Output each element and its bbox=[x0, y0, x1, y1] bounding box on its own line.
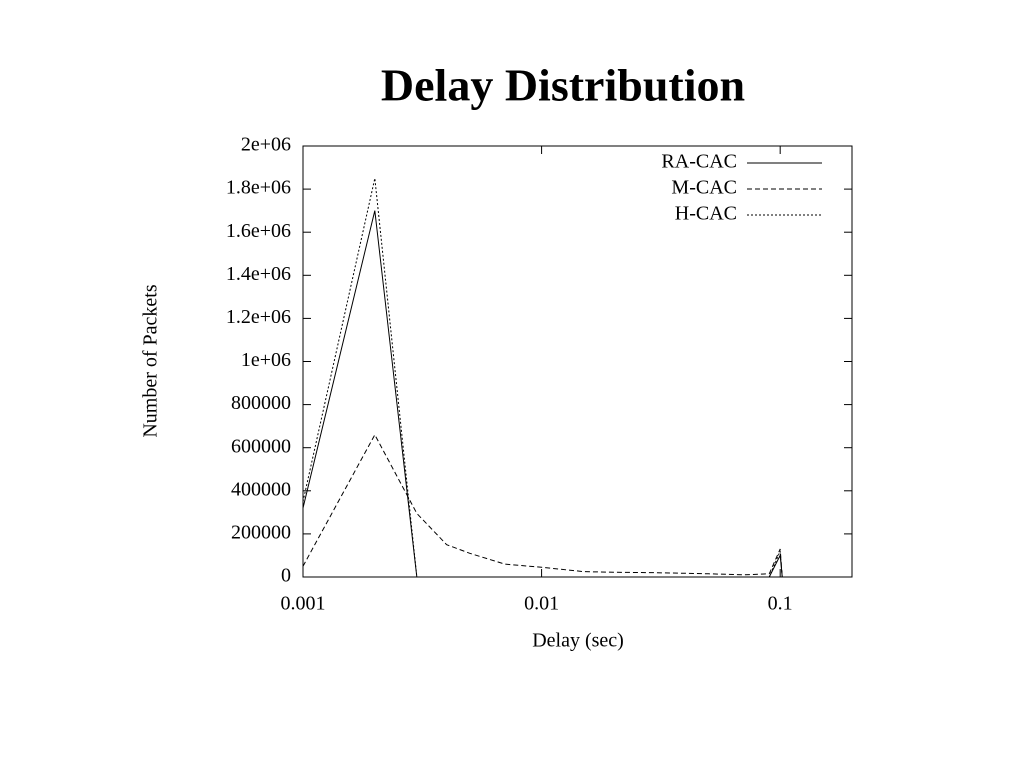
y-axis-label: Number of Packets bbox=[140, 284, 162, 438]
legend-label: H-CAC bbox=[675, 203, 737, 225]
series-line bbox=[302, 433, 783, 578]
y-tick-label: 1e+06 bbox=[241, 349, 291, 371]
y-tick-label: 200000 bbox=[231, 521, 291, 543]
legend-label: RA-CAC bbox=[661, 151, 737, 173]
series-line bbox=[302, 178, 783, 578]
y-tick-label: 1.4e+06 bbox=[226, 263, 291, 285]
x-tick-label: 0.1 bbox=[768, 593, 793, 615]
x-tick-label: 0.01 bbox=[524, 593, 559, 615]
series-line bbox=[302, 210, 783, 578]
x-axis-label: Delay (sec) bbox=[532, 630, 624, 652]
plot-frame bbox=[302, 145, 853, 578]
legend-label: M-CAC bbox=[671, 177, 737, 199]
chart-title: Delay Distribution bbox=[381, 60, 745, 111]
y-tick-label: 1.6e+06 bbox=[226, 220, 291, 242]
x-tick-label: 0.001 bbox=[281, 593, 326, 615]
y-tick-label: 600000 bbox=[231, 435, 291, 457]
y-tick-label: 800000 bbox=[231, 392, 291, 414]
y-tick-label: 2e+06 bbox=[241, 134, 291, 156]
y-tick-label: 1.2e+06 bbox=[226, 306, 291, 328]
y-tick-label: 400000 bbox=[231, 478, 291, 500]
y-tick-label: 1.8e+06 bbox=[226, 177, 291, 199]
y-tick-label: 0 bbox=[281, 565, 291, 587]
